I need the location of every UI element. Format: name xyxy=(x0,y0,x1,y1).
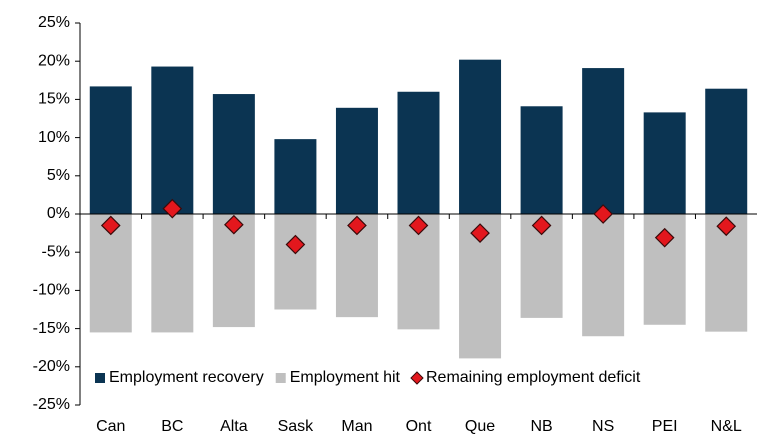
marker xyxy=(470,223,490,243)
y-tick-label: 10% xyxy=(38,129,70,146)
bar xyxy=(459,59,502,215)
marker xyxy=(347,215,367,236)
bar xyxy=(582,214,625,337)
marker xyxy=(593,204,613,224)
bar xyxy=(335,107,378,214)
legend-label: Remaining employment deficit xyxy=(426,369,641,386)
x-tick-label: N&L xyxy=(711,418,742,435)
y-tick-label: -20% xyxy=(33,358,70,375)
y-tick-label: 15% xyxy=(38,91,70,108)
bar xyxy=(705,88,748,214)
y-tick-label: -5% xyxy=(42,243,70,260)
marker xyxy=(162,198,183,219)
bar xyxy=(397,91,440,214)
legend-swatch xyxy=(410,371,424,385)
bar xyxy=(212,94,255,214)
marker xyxy=(100,215,121,236)
y-tick-label: 5% xyxy=(47,167,70,184)
y-tick-label: 20% xyxy=(38,52,70,69)
legend-label: Employment hit xyxy=(290,369,401,386)
x-tick-label: NS xyxy=(592,418,614,435)
x-tick-label: PEI xyxy=(652,418,678,435)
bar xyxy=(643,112,686,214)
legend-swatch xyxy=(275,373,286,383)
y-tick-label: 0% xyxy=(47,205,70,222)
bar xyxy=(274,139,317,214)
y-tick-label: -10% xyxy=(33,282,70,299)
marker xyxy=(716,216,737,237)
bar xyxy=(520,106,563,214)
x-tick-label: Can xyxy=(96,418,125,435)
bar xyxy=(582,68,625,215)
bar xyxy=(151,214,194,333)
y-tick-label: -25% xyxy=(33,396,70,413)
x-tick-label: Ont xyxy=(406,418,432,435)
marker xyxy=(224,214,244,235)
y-tick-label: 25% xyxy=(38,14,70,31)
x-tick-label: Sask xyxy=(278,418,315,435)
legend-label: Employment recovery xyxy=(109,369,264,386)
bar xyxy=(274,214,317,310)
marker xyxy=(531,215,552,236)
x-tick-label: NB xyxy=(530,418,552,435)
marker xyxy=(285,234,306,255)
x-tick-label: Que xyxy=(465,418,495,435)
x-tick-label: Alta xyxy=(220,418,248,435)
x-tick-label: Man xyxy=(341,418,372,435)
marker xyxy=(408,215,429,236)
x-tick-label: BC xyxy=(161,418,183,435)
y-tick-label: -15% xyxy=(33,320,70,337)
bar xyxy=(151,66,194,214)
marker xyxy=(654,227,675,248)
bar xyxy=(89,86,132,214)
legend-swatch xyxy=(95,373,105,383)
